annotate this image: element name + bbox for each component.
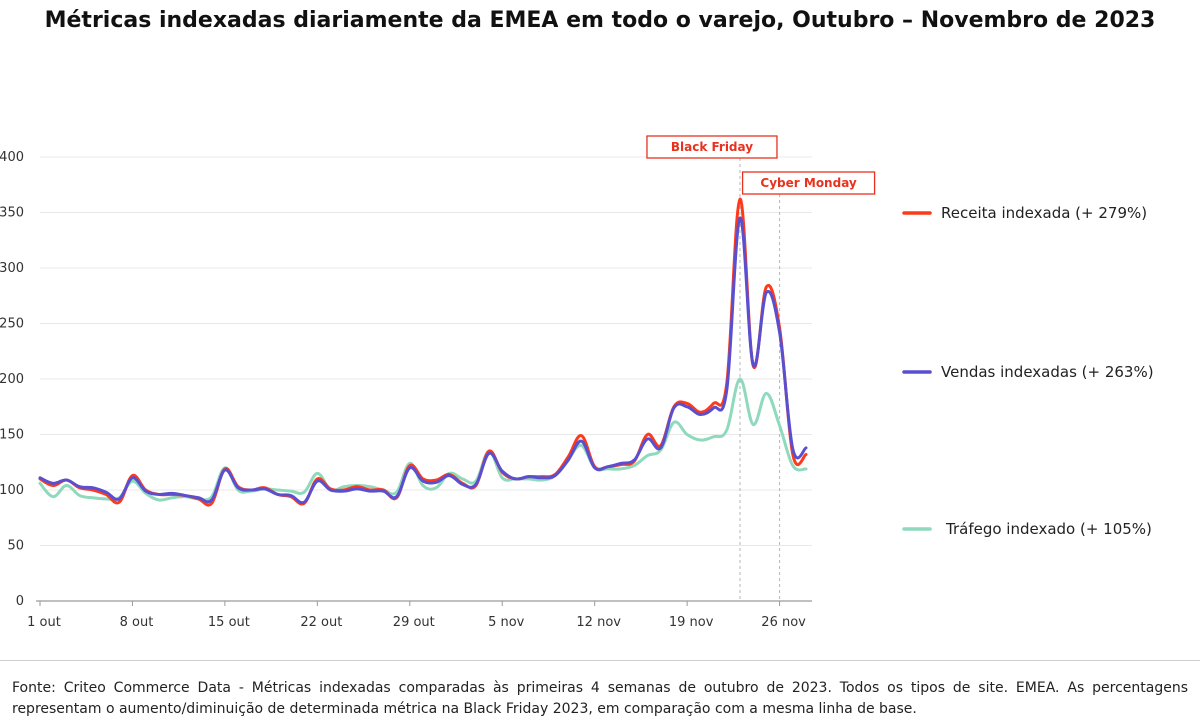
legend: Receita indexada (+ 279%) Vendas indexada… bbox=[902, 204, 1154, 538]
x-tick-label: 1 out bbox=[27, 615, 61, 630]
chart-title: Métricas indexadas diariamente da EMEA e… bbox=[44, 8, 1156, 33]
x-tick-label: 5 nov bbox=[488, 615, 525, 630]
x-tick-label: 19 nov bbox=[669, 615, 714, 630]
y-tick-label: 400 bbox=[0, 150, 24, 165]
legend-label-trafego: Tráfego indexado (+ 105%) bbox=[945, 520, 1152, 538]
y-tick-label: 250 bbox=[0, 317, 24, 332]
series-line-vendas bbox=[38, 216, 808, 505]
y-tick-label: 100 bbox=[0, 483, 24, 498]
y-axis: 0 50 100 150 200 250 300 350 400 bbox=[0, 150, 24, 609]
x-tick-label: 12 nov bbox=[576, 615, 621, 630]
annotation-label: Black Friday bbox=[671, 140, 753, 154]
y-tick-label: 300 bbox=[0, 261, 24, 276]
y-tick-label: 150 bbox=[0, 428, 24, 443]
series-lines bbox=[38, 197, 808, 507]
series-line-receita bbox=[38, 197, 808, 507]
x-tick-label: 22 out bbox=[300, 615, 342, 630]
annotation-label: Cyber Monday bbox=[760, 176, 857, 190]
x-tick-label: 15 out bbox=[208, 615, 250, 630]
x-tick-label: 8 out bbox=[120, 615, 154, 630]
footer-divider bbox=[0, 660, 1200, 661]
source-footnote: Fonte: Criteo Commerce Data - Métricas i… bbox=[12, 680, 1188, 717]
annotation-box bbox=[646, 135, 778, 159]
x-axis: 1 out 8 out 15 out 22 out 29 out 5 nov 12 nov 1… bbox=[27, 600, 812, 630]
y-tick-label: 200 bbox=[0, 372, 24, 387]
gridlines bbox=[40, 156, 812, 546]
series-line-trafego bbox=[38, 377, 808, 502]
y-tick-label: 50 bbox=[7, 539, 24, 554]
event-annotations: Black Friday Cyber Monday bbox=[646, 135, 876, 601]
annotation-box bbox=[741, 171, 876, 195]
line-chart: 0 50 100 150 200 250 300 350 400 1 out 8 out 15 ou… bbox=[0, 135, 1154, 630]
y-tick-label: 350 bbox=[0, 206, 24, 221]
x-tick-label: 29 out bbox=[393, 615, 435, 630]
legend-label-receita: Receita indexada (+ 279%) bbox=[941, 204, 1147, 222]
legend-label-vendas: Vendas indexadas (+ 263%) bbox=[941, 363, 1154, 381]
y-tick-label: 0 bbox=[16, 594, 24, 609]
x-tick-label: 26 nov bbox=[761, 615, 806, 630]
